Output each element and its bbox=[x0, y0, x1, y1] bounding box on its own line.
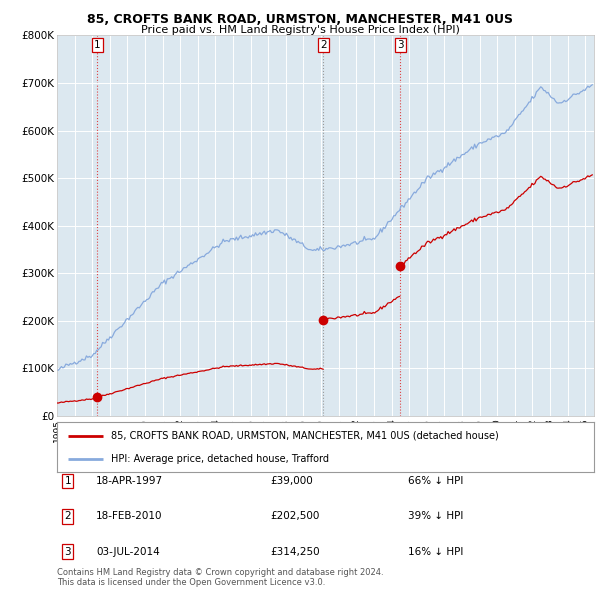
Text: 18-FEB-2010: 18-FEB-2010 bbox=[96, 512, 163, 521]
Text: 85, CROFTS BANK ROAD, URMSTON, MANCHESTER, M41 0US (detached house): 85, CROFTS BANK ROAD, URMSTON, MANCHESTE… bbox=[111, 431, 499, 441]
Text: £202,500: £202,500 bbox=[270, 512, 319, 521]
Text: 66% ↓ HPI: 66% ↓ HPI bbox=[408, 476, 463, 486]
Text: Contains HM Land Registry data © Crown copyright and database right 2024.
This d: Contains HM Land Registry data © Crown c… bbox=[57, 568, 383, 587]
Text: Price paid vs. HM Land Registry's House Price Index (HPI): Price paid vs. HM Land Registry's House … bbox=[140, 25, 460, 35]
Text: £314,250: £314,250 bbox=[270, 547, 320, 556]
Text: 3: 3 bbox=[64, 547, 71, 556]
Text: 18-APR-1997: 18-APR-1997 bbox=[96, 476, 163, 486]
Text: £39,000: £39,000 bbox=[270, 476, 313, 486]
Text: HPI: Average price, detached house, Trafford: HPI: Average price, detached house, Traf… bbox=[111, 454, 329, 464]
Text: 39% ↓ HPI: 39% ↓ HPI bbox=[408, 512, 463, 521]
Text: 3: 3 bbox=[397, 40, 404, 50]
Text: 03-JUL-2014: 03-JUL-2014 bbox=[96, 547, 160, 556]
Text: 2: 2 bbox=[320, 40, 326, 50]
Text: 1: 1 bbox=[94, 40, 101, 50]
Text: 1: 1 bbox=[64, 476, 71, 486]
Text: 2: 2 bbox=[64, 512, 71, 521]
Text: 16% ↓ HPI: 16% ↓ HPI bbox=[408, 547, 463, 556]
Text: 85, CROFTS BANK ROAD, URMSTON, MANCHESTER, M41 0US: 85, CROFTS BANK ROAD, URMSTON, MANCHESTE… bbox=[87, 13, 513, 26]
